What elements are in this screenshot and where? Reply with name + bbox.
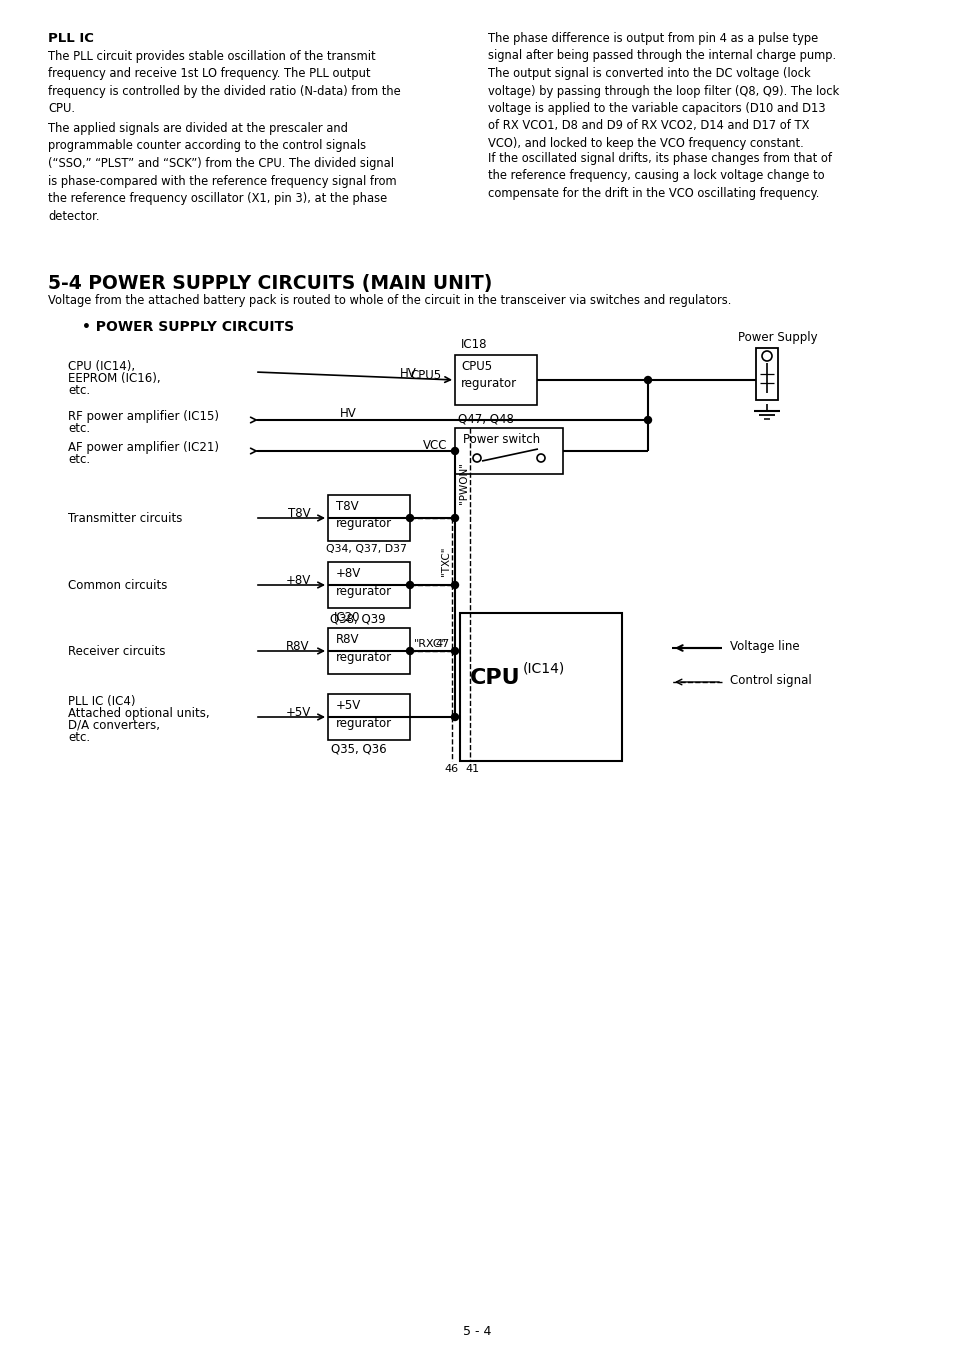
Text: IC20: IC20 bbox=[334, 611, 360, 624]
Circle shape bbox=[451, 581, 458, 589]
Text: Control signal: Control signal bbox=[729, 674, 811, 688]
Text: "TXC": "TXC" bbox=[440, 547, 451, 577]
Text: T8V
regurator: T8V regurator bbox=[335, 500, 392, 531]
Text: AF power amplifier (IC21): AF power amplifier (IC21) bbox=[68, 440, 219, 454]
Bar bbox=[455, 355, 537, 405]
Text: VCC: VCC bbox=[422, 439, 447, 453]
Text: R8V
regurator: R8V regurator bbox=[335, 634, 392, 663]
Text: The phase difference is output from pin 4 as a pulse type
signal after being pas: The phase difference is output from pin … bbox=[488, 32, 839, 150]
Text: EEPROM (IC16),: EEPROM (IC16), bbox=[68, 372, 160, 385]
Bar bbox=[755, 349, 778, 400]
Text: etc.: etc. bbox=[68, 453, 90, 466]
Bar bbox=[328, 628, 410, 674]
Text: Q34, Q37, D37: Q34, Q37, D37 bbox=[326, 544, 406, 554]
Text: HV: HV bbox=[399, 367, 416, 380]
Text: +5V: +5V bbox=[286, 707, 311, 719]
Text: Receiver circuits: Receiver circuits bbox=[68, 644, 165, 658]
Text: etc.: etc. bbox=[68, 731, 90, 744]
Text: Power Supply: Power Supply bbox=[738, 331, 817, 345]
Text: Transmitter circuits: Transmitter circuits bbox=[68, 512, 182, 526]
Text: Voltage from the attached battery pack is routed to whole of the circuit in the : Voltage from the attached battery pack i… bbox=[48, 295, 731, 307]
Text: "RXC": "RXC" bbox=[414, 639, 446, 648]
Circle shape bbox=[644, 416, 651, 423]
Circle shape bbox=[451, 515, 458, 521]
Text: +8V: +8V bbox=[286, 574, 311, 586]
Text: 41: 41 bbox=[464, 765, 478, 774]
Text: +5V
regurator: +5V regurator bbox=[335, 698, 392, 730]
Text: • POWER SUPPLY CIRCUITS: • POWER SUPPLY CIRCUITS bbox=[82, 320, 294, 334]
Text: CPU5
regurator: CPU5 regurator bbox=[460, 359, 517, 390]
Text: 5-4 POWER SUPPLY CIRCUITS (MAIN UNIT): 5-4 POWER SUPPLY CIRCUITS (MAIN UNIT) bbox=[48, 274, 492, 293]
Text: 5 - 4: 5 - 4 bbox=[462, 1325, 491, 1337]
Text: 47: 47 bbox=[435, 639, 449, 648]
Text: 46: 46 bbox=[443, 765, 457, 774]
Bar bbox=[328, 562, 410, 608]
Text: "PWON": "PWON" bbox=[458, 462, 469, 504]
Text: The PLL circuit provides stable oscillation of the transmit
frequency and receiv: The PLL circuit provides stable oscillat… bbox=[48, 50, 400, 115]
Text: Attached optional units,: Attached optional units, bbox=[68, 707, 210, 720]
Text: Common circuits: Common circuits bbox=[68, 580, 167, 592]
Circle shape bbox=[761, 351, 771, 361]
Text: HV: HV bbox=[339, 407, 356, 420]
Text: T8V: T8V bbox=[288, 507, 311, 520]
Circle shape bbox=[451, 647, 458, 654]
Text: PLL IC (IC4): PLL IC (IC4) bbox=[68, 694, 135, 708]
Text: D/A converters,: D/A converters, bbox=[68, 719, 160, 732]
Text: PLL IC: PLL IC bbox=[48, 32, 93, 45]
Circle shape bbox=[406, 515, 413, 521]
Circle shape bbox=[451, 447, 458, 454]
Text: CPU (IC14),: CPU (IC14), bbox=[68, 359, 135, 373]
Text: Voltage line: Voltage line bbox=[729, 640, 799, 653]
Circle shape bbox=[406, 581, 413, 589]
Text: CPU5: CPU5 bbox=[410, 369, 440, 382]
Bar bbox=[328, 494, 410, 540]
Bar bbox=[328, 694, 410, 740]
Circle shape bbox=[406, 647, 413, 654]
Text: R8V: R8V bbox=[286, 640, 309, 653]
Text: IC18: IC18 bbox=[460, 338, 487, 351]
Text: RF power amplifier (IC15): RF power amplifier (IC15) bbox=[68, 409, 219, 423]
Text: etc.: etc. bbox=[68, 384, 90, 397]
Bar bbox=[459, 613, 621, 761]
Text: Q38, Q39: Q38, Q39 bbox=[330, 613, 385, 626]
Circle shape bbox=[473, 454, 480, 462]
Circle shape bbox=[537, 454, 544, 462]
Bar bbox=[455, 428, 562, 474]
Circle shape bbox=[644, 377, 651, 384]
Text: If the oscillated signal drifts, its phase changes from that of
the reference fr: If the oscillated signal drifts, its pha… bbox=[488, 153, 831, 200]
Text: CPU: CPU bbox=[470, 667, 520, 688]
Text: Q35, Q36: Q35, Q36 bbox=[331, 743, 386, 757]
Text: Q47, Q48: Q47, Q48 bbox=[457, 413, 514, 426]
Text: Power switch: Power switch bbox=[462, 434, 539, 446]
Text: (IC14): (IC14) bbox=[522, 661, 565, 676]
Circle shape bbox=[451, 713, 458, 720]
Text: etc.: etc. bbox=[68, 422, 90, 435]
Text: +8V
regurator: +8V regurator bbox=[335, 567, 392, 597]
Text: The applied signals are divided at the prescaler and
programmable counter accord: The applied signals are divided at the p… bbox=[48, 122, 396, 223]
